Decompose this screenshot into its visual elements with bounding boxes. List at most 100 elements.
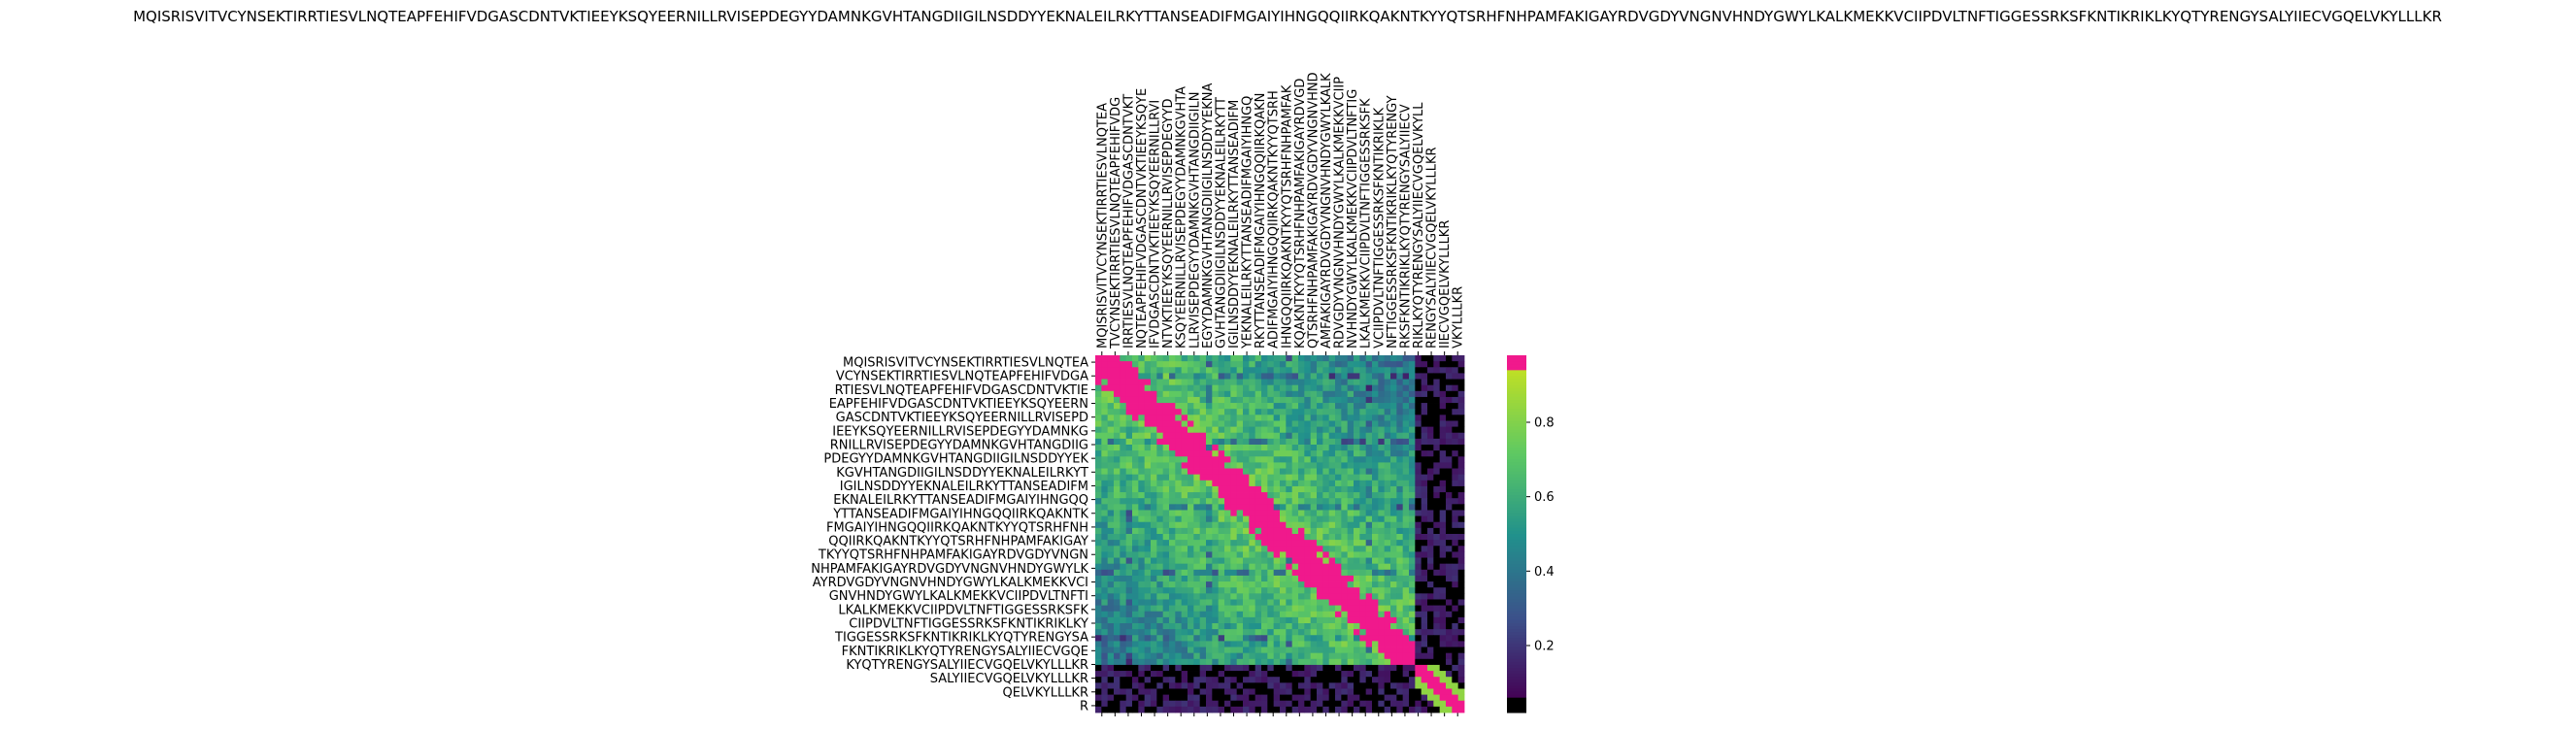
heatmap-cell xyxy=(1457,677,1465,683)
heatmap-cell xyxy=(1169,409,1176,415)
heatmap-cell xyxy=(1095,480,1102,487)
heatmap-cell xyxy=(1421,540,1428,547)
heatmap-cell xyxy=(1218,409,1225,415)
heatmap-cell xyxy=(1317,420,1323,427)
heatmap-cell xyxy=(1230,546,1238,552)
heatmap-cell xyxy=(1433,706,1441,713)
heatmap-cell xyxy=(1347,438,1355,446)
heatmap-cell xyxy=(1188,605,1194,613)
heatmap-cell xyxy=(1298,390,1305,398)
heatmap-cell xyxy=(1409,527,1416,535)
heatmap-cell xyxy=(1255,616,1262,624)
heatmap-cell xyxy=(1439,409,1447,415)
heatmap-cell xyxy=(1439,515,1447,523)
heatmap-cell xyxy=(1328,635,1336,642)
heatmap-cell xyxy=(1267,426,1275,434)
heatmap-cell xyxy=(1156,534,1164,541)
heatmap-cell xyxy=(1433,700,1441,708)
heatmap-cell xyxy=(1427,557,1434,565)
heatmap-cell xyxy=(1101,587,1109,594)
heatmap-cell xyxy=(1402,445,1410,451)
heatmap-cell xyxy=(1317,373,1323,380)
heatmap-cell xyxy=(1236,629,1244,636)
heatmap-cell xyxy=(1328,492,1336,499)
heatmap-cell xyxy=(1439,599,1447,606)
heatmap-cell xyxy=(1199,492,1207,499)
heatmap-cell xyxy=(1317,647,1323,654)
heatmap-cell xyxy=(1298,605,1305,613)
heatmap-cell xyxy=(1199,593,1207,600)
heatmap-cell xyxy=(1341,694,1349,702)
colorbar-segment xyxy=(1507,501,1526,505)
heatmap-cell xyxy=(1415,462,1422,469)
y-tick-label: CIIPDVLTNFTIGGESSRKSFKNTIKRIKLKY xyxy=(849,617,1088,632)
heatmap-cell xyxy=(1433,551,1441,558)
heatmap-cell xyxy=(1372,635,1379,642)
heatmap-cell xyxy=(1138,480,1146,487)
heatmap-cell xyxy=(1206,445,1213,451)
heatmap-cell xyxy=(1317,587,1323,594)
heatmap-cell xyxy=(1341,534,1349,541)
heatmap-cell xyxy=(1452,551,1459,558)
heatmap-cell xyxy=(1341,438,1349,446)
heatmap-cell xyxy=(1452,658,1459,666)
heatmap-cell xyxy=(1120,521,1127,529)
heatmap-cell xyxy=(1365,379,1373,386)
heatmap-cell xyxy=(1402,390,1410,398)
heatmap-cell xyxy=(1291,551,1299,558)
heatmap-cell xyxy=(1372,527,1379,535)
heatmap-cell xyxy=(1243,384,1250,392)
heatmap-cell xyxy=(1347,456,1355,463)
heatmap-cell xyxy=(1162,551,1170,558)
heatmap-cell xyxy=(1452,367,1459,374)
heatmap-cell xyxy=(1218,682,1225,689)
heatmap-cell xyxy=(1415,534,1422,541)
heatmap-cell xyxy=(1341,521,1349,529)
heatmap-cell xyxy=(1402,647,1410,654)
heatmap-cell xyxy=(1206,664,1213,672)
heatmap-cell xyxy=(1402,409,1410,415)
heatmap-cell xyxy=(1328,390,1336,398)
heatmap-cell xyxy=(1341,498,1349,505)
heatmap-cell xyxy=(1114,438,1121,446)
heatmap-cell xyxy=(1359,658,1367,666)
colorbar-segment xyxy=(1507,682,1526,686)
heatmap-cell xyxy=(1286,420,1293,427)
heatmap-cell xyxy=(1273,355,1281,362)
heatmap-cell xyxy=(1224,575,1231,582)
heatmap-cell xyxy=(1347,426,1355,434)
heatmap-cell xyxy=(1384,474,1391,481)
heatmap-cell xyxy=(1230,599,1238,606)
heatmap-cell xyxy=(1156,504,1164,511)
heatmap-cell xyxy=(1372,432,1379,440)
heatmap-cell xyxy=(1261,593,1268,600)
heatmap-cell xyxy=(1286,557,1293,565)
heatmap-cell xyxy=(1415,551,1422,558)
heatmap-cell xyxy=(1291,492,1299,499)
heatmap-cell xyxy=(1114,373,1121,380)
heatmap-cell xyxy=(1452,587,1459,594)
heatmap-cell xyxy=(1169,474,1176,481)
heatmap-cell xyxy=(1286,403,1293,410)
heatmap-cell xyxy=(1212,456,1220,463)
heatmap-cell xyxy=(1286,498,1293,505)
heatmap-cell xyxy=(1132,515,1139,523)
heatmap-cell xyxy=(1114,515,1121,523)
heatmap-cell xyxy=(1162,498,1170,505)
heatmap-cell xyxy=(1396,677,1404,683)
heatmap-cell xyxy=(1390,396,1397,404)
heatmap-cell xyxy=(1359,384,1367,392)
heatmap-cell xyxy=(1317,540,1323,547)
heatmap-cell xyxy=(1433,534,1441,541)
heatmap-cell xyxy=(1347,521,1355,529)
heatmap-cell xyxy=(1095,569,1102,577)
heatmap-cell xyxy=(1120,527,1127,535)
heatmap-cell xyxy=(1354,677,1360,683)
heatmap-cell xyxy=(1421,485,1428,493)
heatmap-cell xyxy=(1280,468,1287,476)
heatmap-cell xyxy=(1457,616,1465,624)
heatmap-cell xyxy=(1452,426,1459,434)
heatmap-cell xyxy=(1446,474,1453,481)
heatmap-cell xyxy=(1286,664,1293,672)
heatmap-cell xyxy=(1255,384,1262,392)
